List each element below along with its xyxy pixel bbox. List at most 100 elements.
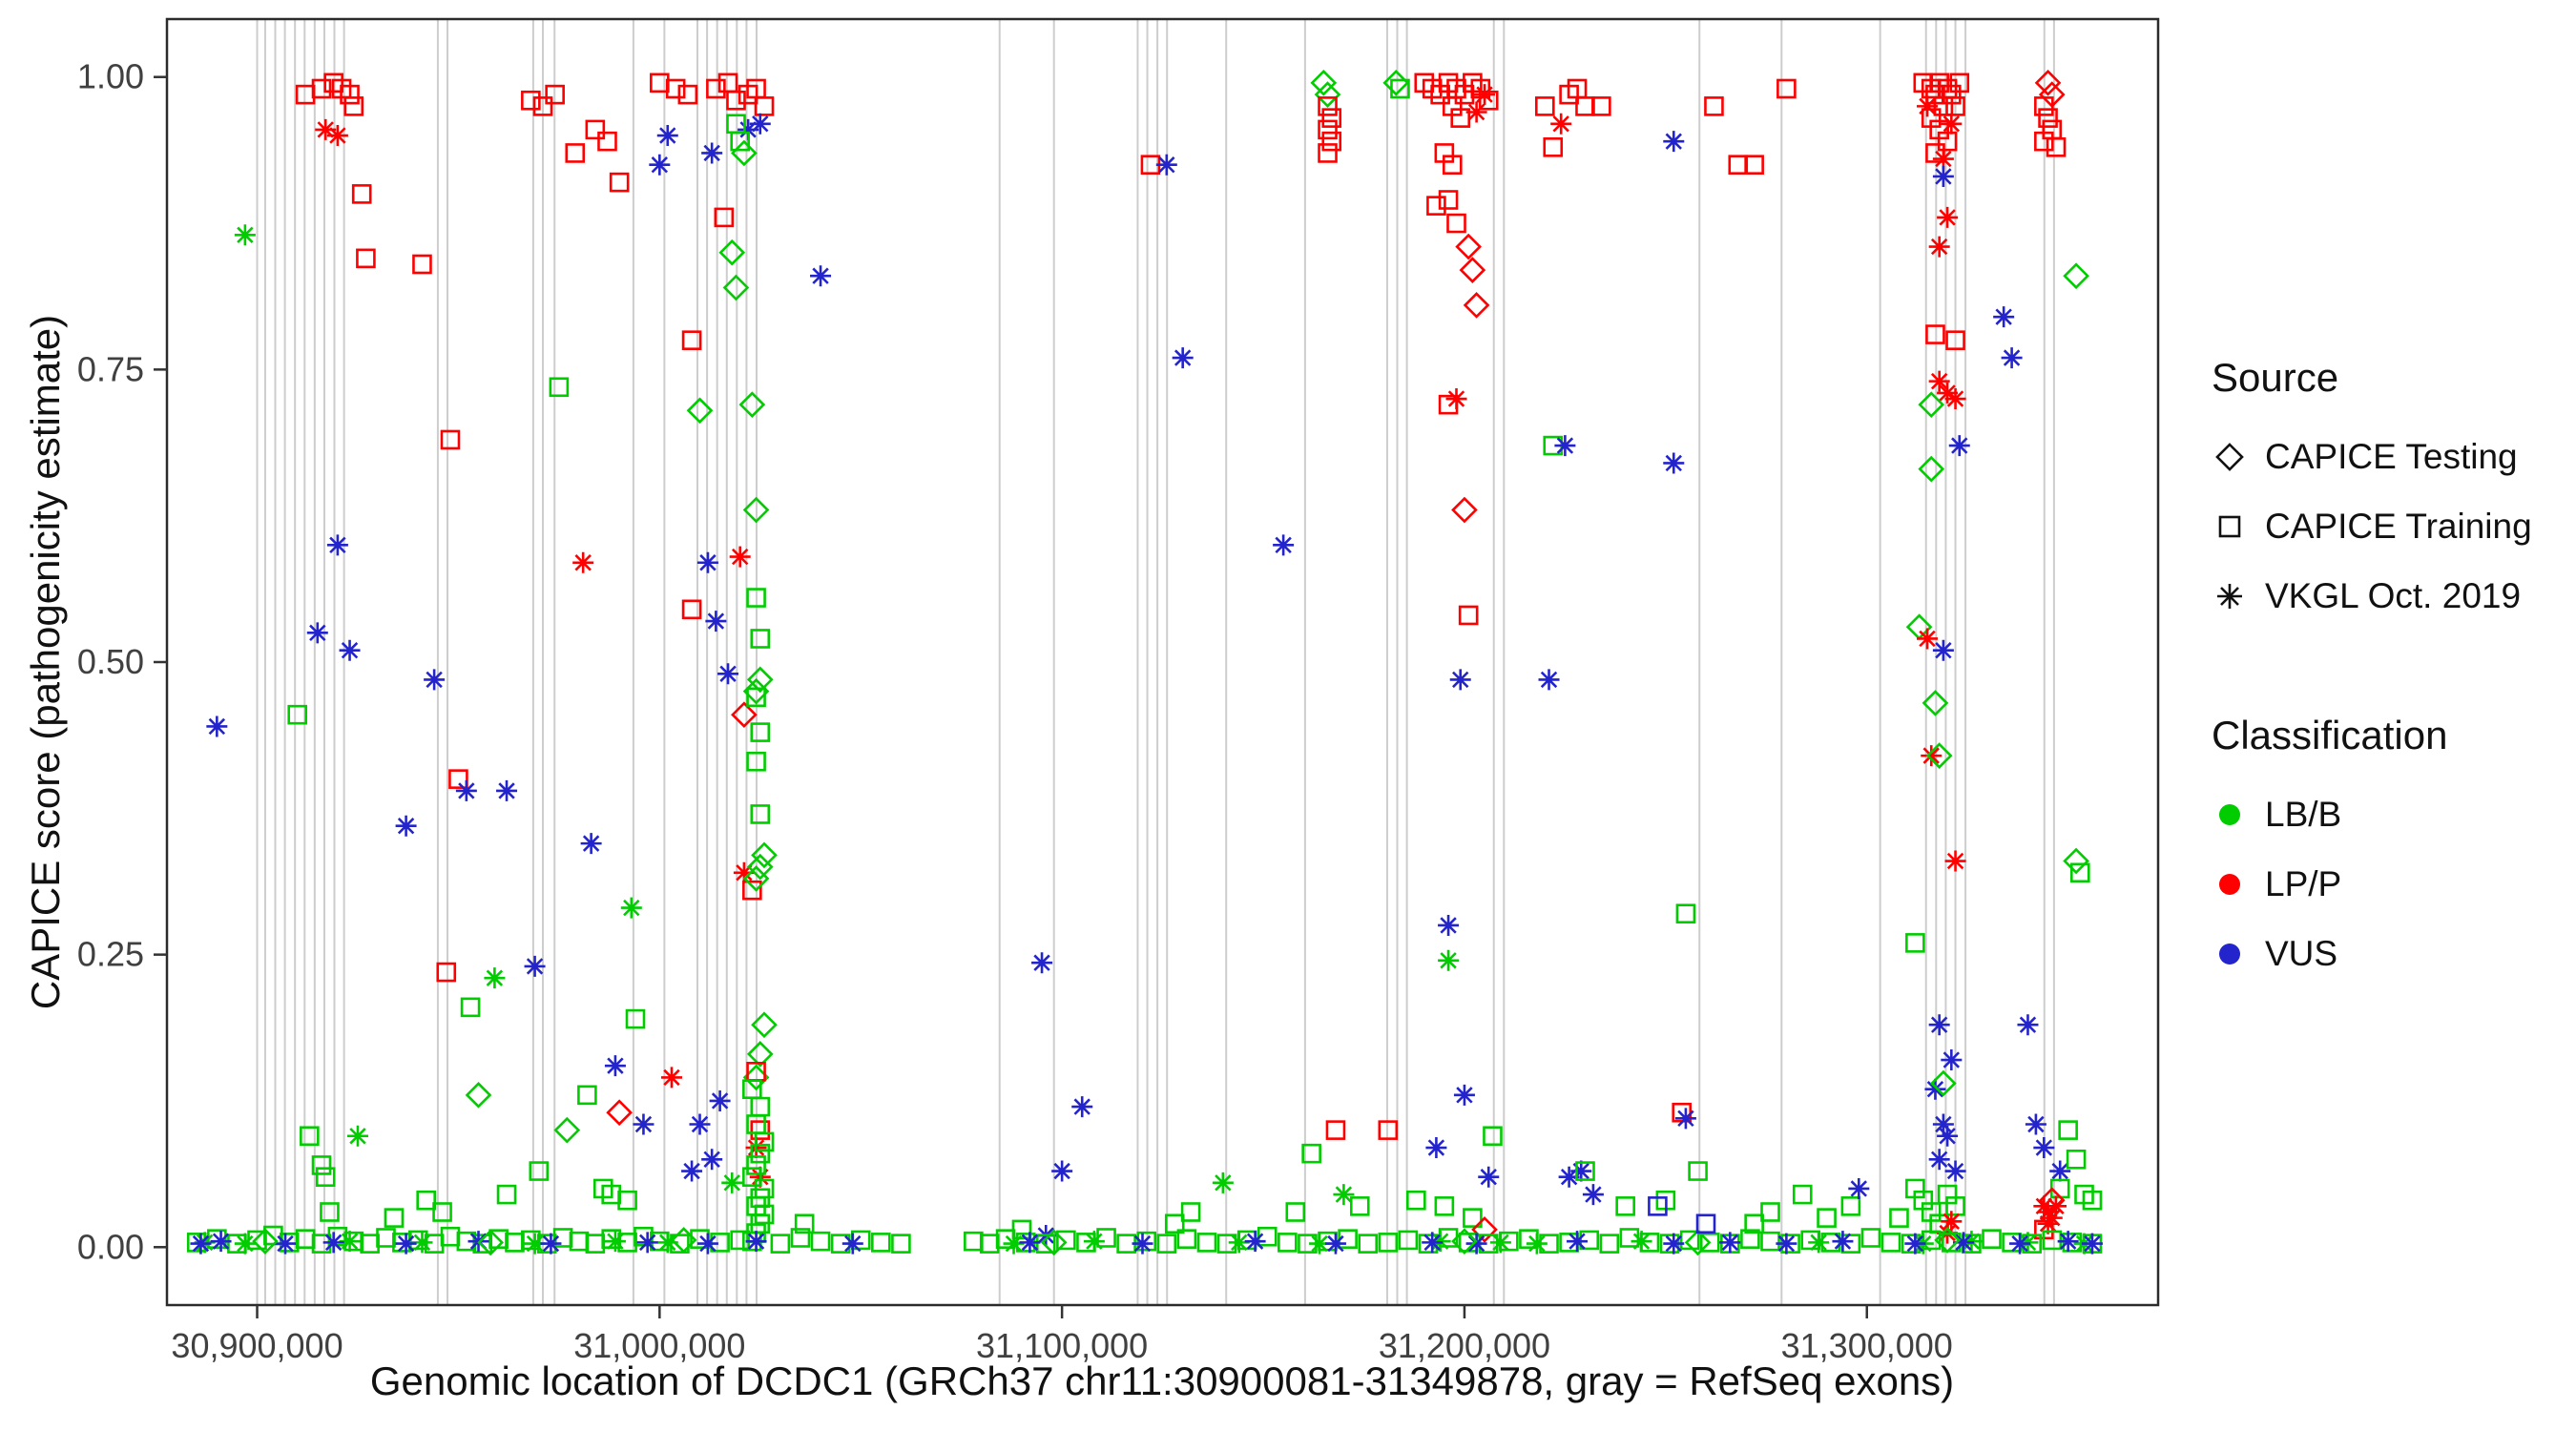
point-asterisk <box>660 1067 682 1089</box>
point-asterisk <box>2041 1207 2063 1229</box>
point-diamond <box>718 238 746 266</box>
point-asterisk <box>1928 1014 1950 1036</box>
point-square <box>746 1155 766 1175</box>
data-points <box>186 70 2103 1256</box>
point-square <box>343 96 364 116</box>
point-square <box>436 962 457 983</box>
point-diamond <box>2063 847 2089 875</box>
point-square <box>2058 1120 2078 1140</box>
point-square <box>1699 1233 1720 1253</box>
point-asterisk <box>1273 534 1295 556</box>
point-square <box>1156 1234 1177 1254</box>
point-asterisk <box>1567 1231 1589 1253</box>
point-asterisk <box>1719 1232 1741 1254</box>
lbb-color-dot <box>2219 803 2240 825</box>
point-square <box>2034 96 2054 116</box>
point-diamond <box>731 139 758 167</box>
legend-item-label: VUS <box>2265 933 2338 973</box>
point-asterisk <box>2009 1233 2031 1255</box>
point-diamond <box>1040 1229 1068 1256</box>
point-diamond <box>606 1099 633 1127</box>
point-square <box>1695 1213 1716 1234</box>
y-tick-label: 0.75 <box>77 349 144 388</box>
point-asterisk <box>1674 1108 1696 1130</box>
point-square <box>1760 1202 1780 1222</box>
point-diamond <box>686 397 714 425</box>
point-square <box>1615 1196 1635 1216</box>
point-asterisk <box>689 1113 711 1135</box>
point-diamond <box>751 841 778 869</box>
point-square <box>1648 1196 1668 1216</box>
point-square <box>320 1202 340 1222</box>
point-asterisk <box>1944 388 1966 410</box>
point-asterisk <box>524 1233 546 1255</box>
point-asterisk <box>1948 435 1970 457</box>
point-square <box>1318 96 1338 116</box>
point-asterisk <box>1422 1232 1444 1254</box>
point-square <box>750 629 771 649</box>
point-asterisk <box>1465 101 1487 123</box>
point-square <box>532 96 553 116</box>
point-square <box>384 1208 405 1228</box>
point-asterisk <box>580 833 602 855</box>
point-asterisk <box>1917 628 1939 650</box>
point-square <box>448 769 468 789</box>
point-diamond <box>1459 257 1486 283</box>
point-asterisk <box>1474 84 1496 106</box>
point-asterisk <box>1132 1233 1153 1255</box>
legend-item-capice-testing: CAPICE Testing <box>2212 422 2532 491</box>
point-square <box>750 722 771 742</box>
point-square <box>1744 155 1764 176</box>
point-asterisk <box>1244 1231 1266 1253</box>
point-diamond <box>1918 391 1945 418</box>
point-diamond <box>2034 70 2062 96</box>
point-asterisk <box>1465 1233 1487 1255</box>
point-asterisk <box>326 125 348 147</box>
point-asterisk <box>206 716 228 737</box>
legend-item-label: CAPICE Training <box>2265 506 2532 546</box>
point-square <box>1599 1234 1620 1254</box>
point-asterisk <box>424 669 446 691</box>
point-asterisk <box>1993 306 2015 328</box>
point-asterisk <box>1937 206 1959 228</box>
point-diamond <box>1310 70 1338 96</box>
point-square <box>681 330 702 350</box>
point-square <box>496 1184 517 1205</box>
point-asterisk <box>2017 1014 2039 1036</box>
point-asterisk <box>1538 669 1560 691</box>
point-square <box>311 1155 332 1175</box>
point-asterisk <box>1425 1137 1447 1159</box>
point-square <box>1925 324 1945 344</box>
point-asterisk <box>729 546 751 568</box>
legend-item-label: LP/P <box>2265 863 2342 903</box>
point-square <box>714 207 735 228</box>
point-asterisk <box>1921 745 1942 767</box>
point-square <box>665 78 686 99</box>
point-diamond <box>1455 233 1482 260</box>
x-tick-label: 30,900,000 <box>171 1326 343 1365</box>
point-asterisk <box>2001 347 2023 369</box>
point-asterisk <box>737 118 759 140</box>
point-asterisk <box>572 551 594 573</box>
point-square <box>730 131 750 152</box>
y-tick-label: 0.00 <box>77 1227 144 1266</box>
point-asterisk <box>1663 1233 1685 1255</box>
point-asterisk <box>701 1149 723 1171</box>
point-asterisk <box>1550 113 1572 135</box>
point-asterisk <box>306 622 328 644</box>
point-asterisk <box>234 1233 256 1255</box>
point-square <box>2066 1149 2087 1170</box>
point-square <box>746 751 766 772</box>
point-square <box>1318 143 1338 163</box>
point-asterisk <box>1631 1231 1652 1253</box>
point-square <box>300 1126 320 1147</box>
point-square <box>1318 119 1338 140</box>
point-square <box>315 1167 336 1187</box>
point-asterisk <box>1941 1211 1963 1233</box>
point-asterisk <box>234 224 256 246</box>
point-diamond <box>751 1011 778 1039</box>
point-square <box>1358 1234 1379 1254</box>
point-square <box>440 429 461 450</box>
point-square <box>2034 131 2054 152</box>
point-asterisk <box>709 1089 731 1111</box>
